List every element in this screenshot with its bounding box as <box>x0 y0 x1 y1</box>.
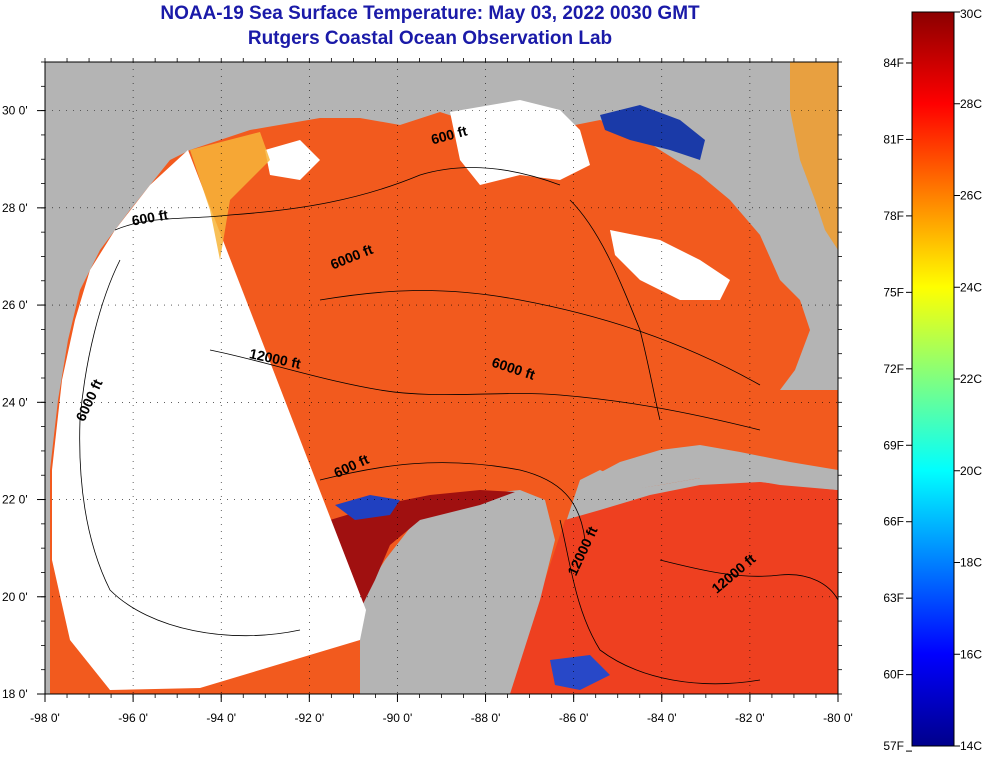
colorbar-f-label: 81F <box>883 132 904 146</box>
atlantic-water <box>790 62 838 250</box>
lon-tick-label: -92 0' <box>295 711 325 725</box>
contour-line <box>319 290 761 386</box>
cold-patch-bigbend <box>600 105 705 160</box>
contour-line <box>659 559 838 601</box>
colorbar-f-label: 78F <box>883 209 904 223</box>
colorbar-f-label: 57F <box>883 739 904 753</box>
lat-tick-label: 22 0' <box>2 493 28 507</box>
colorbar-f-label: 75F <box>883 285 904 299</box>
lon-tick-label: -94 0' <box>206 711 236 725</box>
no-data-swath <box>52 150 366 690</box>
colorbar-celsius-labels: 30C 28C 26C 24C 22C 20C 18C 16C 14C <box>954 7 982 753</box>
colorbar-f-label: 63F <box>883 591 904 605</box>
lon-tick-label: -82 0' <box>735 711 765 725</box>
colorbar-c-label: 26C <box>960 189 982 203</box>
colorbar-f-label: 69F <box>883 438 904 452</box>
lat-tick-label: 18 0' <box>2 687 28 701</box>
lon-tick-label: -84 0' <box>647 711 677 725</box>
grid-lines <box>45 62 838 694</box>
lat-tick-label: 28 0' <box>2 201 28 215</box>
contour-label: 600 ft <box>130 206 169 228</box>
colorbar-c-label: 18C <box>960 556 982 570</box>
colorbar-c-label: 16C <box>960 647 982 661</box>
cloud-patch-east <box>610 230 730 300</box>
latitude-axis: 18 0' 20 0' 22 0' 24 0' 26 0' 28 0' 30 0' <box>2 61 842 701</box>
lon-tick-label: -88 0' <box>471 711 501 725</box>
colorbar-c-label: 28C <box>960 97 982 111</box>
yucatan-land <box>360 490 555 694</box>
map-title: NOAA-19 Sea Surface Temperature: May 03,… <box>160 3 700 24</box>
contour-line <box>114 167 561 231</box>
colorbar-c-label: 24C <box>960 280 982 294</box>
cuba-land <box>590 445 838 492</box>
colorbar-fahrenheit-labels: 84F 81F 78F 75F 72F 69F 66F 63F 60F 57F <box>883 56 912 753</box>
shelf-warm-band <box>190 132 270 260</box>
lon-tick-label: -98 0' <box>30 711 60 725</box>
contour-line <box>319 462 586 541</box>
map-subtitle: Rutgers Coastal Ocean Observation Lab <box>247 28 613 49</box>
cold-patch-south <box>550 655 610 690</box>
colorbar-c-label: 14C <box>960 739 982 753</box>
caribbean-water <box>490 482 838 694</box>
colorbar <box>911 11 955 747</box>
contour-line <box>569 199 661 421</box>
colorbar-f-label: 66F <box>883 515 904 529</box>
lat-tick-label: 20 0' <box>2 590 28 604</box>
longitude-axis: -98 0' -96 0' -94 0' -92 0' -90 0' -88 0' -86 … <box>30 58 853 725</box>
lat-tick-label: 30 0' <box>2 104 28 118</box>
lat-tick-label: 26 0' <box>2 298 28 312</box>
contour-line <box>559 519 761 685</box>
contour-line <box>79 259 301 637</box>
colorbar-c-label: 30C <box>960 7 982 21</box>
lon-tick-label: -96 0' <box>118 711 148 725</box>
cloud-patch-north <box>450 100 590 185</box>
colorbar-c-label: 20C <box>960 464 982 478</box>
colorbar-f-label: 72F <box>883 362 904 376</box>
colorbar-f-label: 60F <box>883 668 904 682</box>
lon-tick-label: -86 0' <box>559 711 589 725</box>
lon-tick-label: -80 0' <box>823 711 853 725</box>
lat-tick-label: 24 0' <box>2 395 28 409</box>
lon-tick-label: -90 0' <box>383 711 413 725</box>
colorbar-c-label: 22C <box>960 372 982 386</box>
cold-patch-campeche <box>335 495 400 520</box>
hot-patch <box>330 490 515 610</box>
colorbar-f-label: 84F <box>883 56 904 70</box>
cloud-patch-small <box>265 140 320 180</box>
